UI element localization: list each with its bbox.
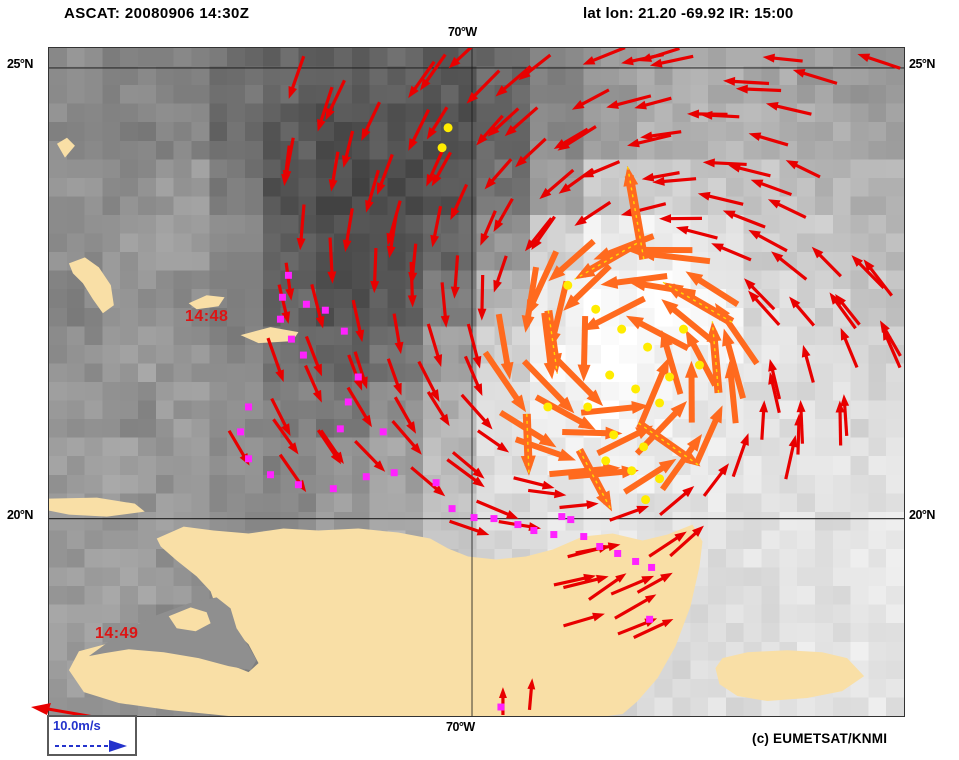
lat-label-20n-left: 20°N	[7, 508, 33, 522]
lon-label-70w-top: 70°W	[448, 25, 477, 39]
copyright-label: (c) EUMETSAT/KNMI	[752, 731, 888, 746]
wind-field-map: 14:48 14:49	[48, 47, 905, 717]
legend-speed-label: 10.0m/s	[53, 718, 101, 733]
legend-wind-arrow-icon	[55, 740, 127, 752]
pass-time-label-1449: 14:49	[95, 625, 139, 642]
lat-label-25n-left: 25°N	[7, 57, 33, 71]
lon-label-70w-bottom: 70°W	[446, 720, 475, 734]
wind-field-canvas	[49, 48, 904, 716]
product-title: ASCAT: 20080906 14:30Z	[64, 5, 250, 22]
lat-label-20n-right: 20°N	[909, 508, 935, 522]
latlon-ir-readout: lat lon: 21.20 -69.92 IR: 15:00	[583, 5, 794, 22]
wind-speed-legend: 10.0m/s	[47, 715, 137, 756]
pass-time-label-1448: 14:48	[185, 308, 229, 325]
lat-label-25n-right: 25°N	[909, 57, 935, 71]
